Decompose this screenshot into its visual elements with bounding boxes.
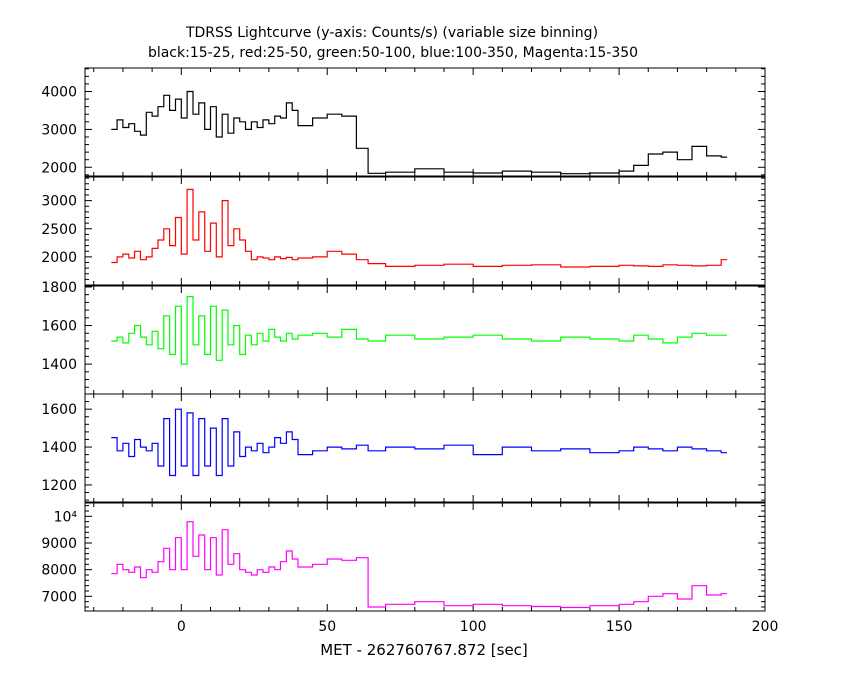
y-tick-label: 7000 bbox=[41, 589, 77, 605]
panel-4: 1200 1400 1600 bbox=[41, 393, 766, 503]
y-tick-label: 8000 bbox=[41, 563, 77, 579]
y-tick-label: 1400 bbox=[41, 357, 77, 373]
y-tick-label: 1200 bbox=[41, 478, 77, 494]
y-tick-label: 3000 bbox=[41, 194, 77, 210]
y-tick-label: 2000 bbox=[41, 160, 77, 176]
x-tick-label: 50 bbox=[318, 619, 336, 635]
panel-3: 1400 1600 1800 bbox=[41, 280, 766, 395]
y-tick-label: 10⁴ bbox=[54, 509, 78, 525]
y-tick-label: 2500 bbox=[41, 222, 77, 238]
x-tick-label: 100 bbox=[460, 619, 487, 635]
y-tick-label: 3000 bbox=[41, 122, 77, 138]
x-tick-label: 0 bbox=[177, 619, 186, 635]
panel-frame bbox=[84, 176, 766, 286]
series-line bbox=[111, 521, 728, 609]
series-line bbox=[111, 90, 728, 175]
y-tick-label: 9000 bbox=[41, 536, 77, 552]
y-tick-label: 1600 bbox=[41, 319, 77, 335]
y-tick-label: 1800 bbox=[41, 280, 77, 296]
chart-panels: 2000300040002000250030001400160018001200… bbox=[41, 67, 779, 635]
y-tick-label: 1400 bbox=[41, 440, 77, 456]
chart-subtitle: black:15-25, red:25-50, green:50-100, bl… bbox=[148, 45, 638, 61]
x-tick-label: 200 bbox=[752, 619, 779, 635]
panel-1: 2000 3000 4000 bbox=[41, 67, 766, 177]
panel-2: 2000 2500 3000 bbox=[41, 176, 766, 286]
series-line bbox=[111, 408, 728, 477]
panel-frame bbox=[84, 502, 766, 612]
panel-5: 7000 8000 9000 10⁴ 0 50 100 150 200 bbox=[41, 502, 779, 635]
series-line bbox=[111, 296, 728, 365]
y-tick-label: 1600 bbox=[41, 402, 77, 418]
x-axis-label: MET - 262760767.872 [sec] bbox=[320, 641, 528, 659]
panel-frame bbox=[84, 67, 766, 177]
chart-title: TDRSS Lightcurve (y-axis: Counts/s) (var… bbox=[185, 25, 598, 41]
y-tick-label: 4000 bbox=[41, 84, 77, 100]
panel-frame bbox=[84, 393, 766, 503]
y-tick-label: 2000 bbox=[41, 250, 77, 266]
series-line bbox=[111, 188, 728, 268]
x-tick-label: 150 bbox=[606, 619, 633, 635]
